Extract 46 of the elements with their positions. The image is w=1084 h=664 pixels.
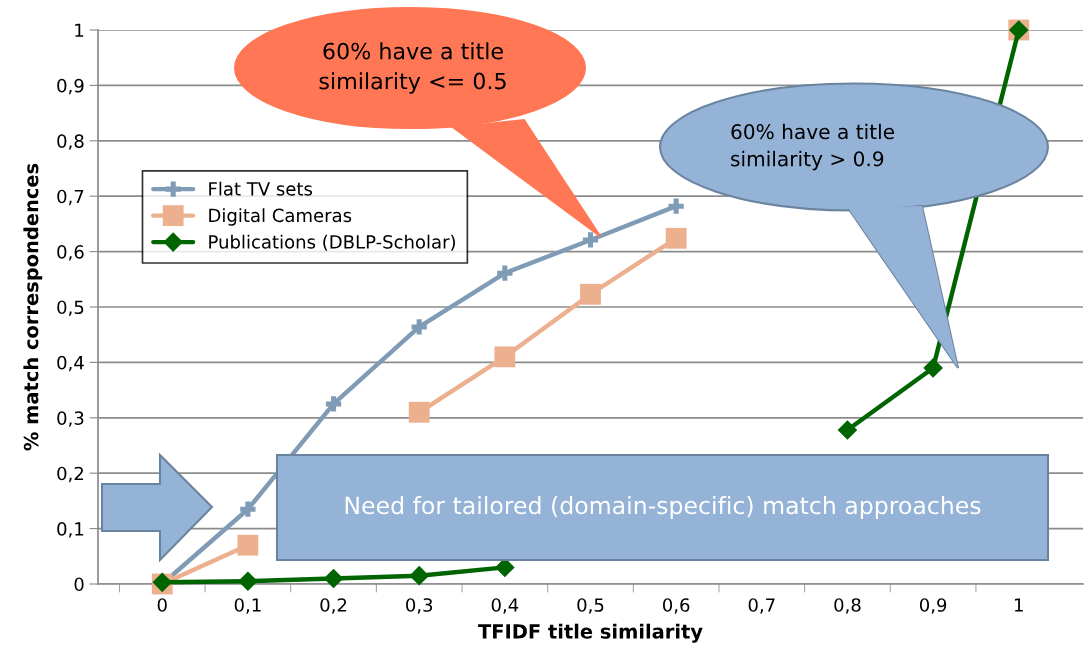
y-tick-label: 1 — [75, 23, 84, 37]
x-tick-label: 0,4 — [491, 598, 519, 614]
y-tick-label: 0,5 — [57, 300, 84, 316]
point — [409, 565, 430, 586]
point — [668, 198, 684, 214]
point — [237, 534, 259, 556]
legend-label: Digital Cameras — [209, 208, 352, 226]
y-tick-label: 0,3 — [57, 411, 84, 427]
y-tick-label: 0,9 — [57, 78, 84, 95]
y-tick-label: 0,8 — [57, 134, 84, 150]
point — [923, 358, 943, 378]
point — [580, 283, 601, 305]
x-tick-label: 0,9 — [919, 598, 947, 614]
annotation: 60% have a title similarity <= 0.5 — [319, 42, 506, 94]
legend-label: Publications (DBLP-Scholar) — [209, 234, 455, 251]
x-tick-label: 0,6 — [662, 598, 690, 614]
point — [323, 568, 344, 589]
x-tick-label: 0,7 — [748, 598, 775, 614]
point — [411, 319, 427, 335]
y-tick-label: 0,1 — [57, 522, 84, 538]
x-tick-label: 0,2 — [320, 598, 347, 614]
y-tick-label: 0 — [74, 577, 84, 592]
y-tick-label: 0,2 — [57, 466, 83, 483]
y-tick-label: 0,7 — [57, 189, 84, 206]
x-tick-label: 1 — [1015, 598, 1023, 612]
point — [497, 265, 513, 281]
y-tick-label: 0,6 — [57, 245, 84, 261]
x-tick-label: 0,5 — [577, 598, 604, 614]
point — [494, 346, 516, 368]
annotation: 60% have a title similarity > 0.9 — [731, 123, 895, 171]
x-tick-label: 0,1 — [234, 598, 261, 614]
point — [238, 571, 258, 592]
y-tick-label: 0,4 — [57, 355, 84, 372]
point — [665, 227, 687, 249]
point — [408, 401, 430, 423]
annotation: Need for tailored (domain-specific) match approaches — [345, 496, 981, 519]
point — [325, 396, 342, 412]
point — [240, 501, 256, 517]
y-axis-title: % match correspondences — [23, 163, 43, 451]
point — [837, 420, 858, 440]
point — [582, 232, 599, 248]
x-tick-label: 0,3 — [406, 598, 433, 614]
legend-label: Flat TV sets — [209, 181, 313, 196]
x-tick-label: 0,8 — [834, 598, 861, 614]
x-tick-label: 0 — [157, 598, 167, 612]
x-axis-title: TFIDF title similarity — [478, 623, 703, 643]
